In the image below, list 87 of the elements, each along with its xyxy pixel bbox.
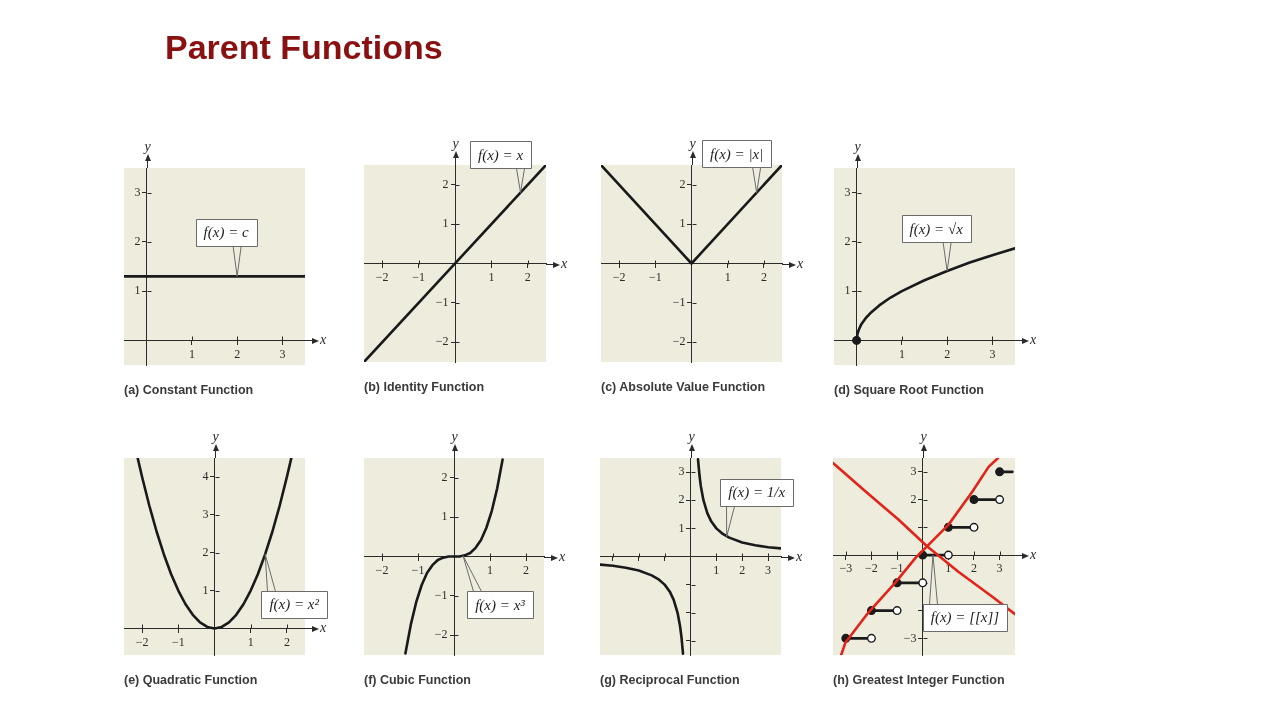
text: (g) Reciprocal Function xyxy=(600,672,740,687)
x-tick-label: 3 xyxy=(996,561,1003,576)
y-tick-label: −1 xyxy=(672,295,686,310)
x-tick-label: 1 xyxy=(188,346,195,361)
x-axis-title: x xyxy=(1029,332,1037,348)
annotation: f(x) = [[x]] xyxy=(930,609,1000,627)
x-tick-label: 1 xyxy=(488,269,495,284)
x-tick-label: 2 xyxy=(944,346,951,361)
annotation: f(x) = 1/x xyxy=(728,484,786,502)
x-axis-title: x xyxy=(795,549,803,565)
text: (b) Identity Function xyxy=(364,379,485,394)
text: Parent Functions xyxy=(165,28,443,66)
annotation: f(x) = x xyxy=(477,146,524,164)
x-tick-label: −1 xyxy=(648,269,662,284)
y-tick-label: −1 xyxy=(435,295,449,310)
x-tick-label: 2 xyxy=(234,346,241,361)
x-axis-title: x xyxy=(319,620,327,636)
y-tick-label: 3 xyxy=(844,184,851,199)
y-tick-label: 1 xyxy=(202,582,209,597)
text: (f) Cubic Function xyxy=(364,672,471,687)
x-tick-label: −2 xyxy=(865,561,878,576)
y-axis-title: y xyxy=(686,428,696,444)
annotation: f(x) = |x| xyxy=(709,145,764,163)
y-tick-label: −2 xyxy=(672,334,686,349)
x-axis-title: x xyxy=(558,549,566,565)
y-tick-label: 3 xyxy=(202,506,209,521)
y-tick-label: 1 xyxy=(844,283,851,298)
x-tick-label: 2 xyxy=(523,562,529,577)
y-tick-label: 4 xyxy=(202,469,209,484)
x-tick-label: 1 xyxy=(487,562,493,577)
x-axis-title: x xyxy=(1029,547,1037,563)
text: (a) Constant Function xyxy=(124,382,254,397)
x-tick-label: 1 xyxy=(713,562,720,577)
x-tick-label: 1 xyxy=(247,634,254,649)
y-axis-title: y xyxy=(449,428,459,444)
x-tick-label: −1 xyxy=(411,562,425,577)
y-tick-label: 1 xyxy=(679,216,686,231)
y-tick-label: 2 xyxy=(442,176,449,191)
text: (d) Square Root Function xyxy=(834,382,984,397)
annotation: f(x) = √x xyxy=(909,220,964,238)
x-tick-label: 3 xyxy=(279,346,286,361)
annotation: f(x) = x³ xyxy=(475,596,526,614)
y-tick-label: 2 xyxy=(202,544,209,559)
y-axis-title: y xyxy=(918,428,928,444)
y-tick-label: 3 xyxy=(678,464,685,479)
y-tick-label: 2 xyxy=(441,469,448,484)
x-tick-label: −2 xyxy=(612,269,626,284)
y-tick-label: 3 xyxy=(134,184,141,199)
x-tick-label: 2 xyxy=(970,561,977,576)
x-axis-title: x xyxy=(560,256,568,272)
y-axis-title: y xyxy=(852,138,862,154)
text: (h) Greatest Integer Function xyxy=(833,672,1005,687)
y-tick-label: 2 xyxy=(134,234,141,249)
x-tick-label: 3 xyxy=(989,346,996,361)
x-axis-title: x xyxy=(796,256,804,272)
y-tick-label: 2 xyxy=(679,176,686,191)
y-tick-label: 2 xyxy=(910,491,917,506)
y-tick-label: 1 xyxy=(442,216,449,231)
y-tick-label: 3 xyxy=(910,464,917,479)
y-axis-title: y xyxy=(450,135,460,151)
x-tick-label: −2 xyxy=(375,269,389,284)
y-axis-title: y xyxy=(142,138,152,154)
y-tick-label: −1 xyxy=(434,588,448,603)
x-tick-label: 2 xyxy=(524,269,531,284)
y-axis-title: y xyxy=(210,428,220,444)
y-tick-label: 2 xyxy=(678,492,685,507)
text: (e) Quadratic Function xyxy=(124,672,258,687)
x-tick-label: −1 xyxy=(171,634,185,649)
y-axis-title: y xyxy=(687,135,697,151)
x-tick-label: −2 xyxy=(375,562,389,577)
x-tick-label: 3 xyxy=(765,562,772,577)
x-tick-label: 1 xyxy=(898,346,905,361)
x-tick-label: 1 xyxy=(724,269,731,284)
x-tick-label: 2 xyxy=(760,269,767,284)
x-tick-label: −1 xyxy=(890,561,904,576)
x-tick-label: −1 xyxy=(412,269,425,284)
y-tick-label: 1 xyxy=(441,509,448,524)
annotation: f(x) = c xyxy=(203,224,250,242)
x-tick-label: 2 xyxy=(739,562,746,577)
x-axis-title: x xyxy=(319,332,327,348)
y-tick-label: −2 xyxy=(435,334,449,349)
y-tick-label: 1 xyxy=(678,520,685,535)
y-tick-label: 2 xyxy=(844,234,851,249)
text: (c) Absolute Value Function xyxy=(601,379,766,394)
y-tick-label: 1 xyxy=(134,283,141,298)
annotation: f(x) = x² xyxy=(269,596,320,614)
x-tick-label: 2 xyxy=(283,634,290,649)
